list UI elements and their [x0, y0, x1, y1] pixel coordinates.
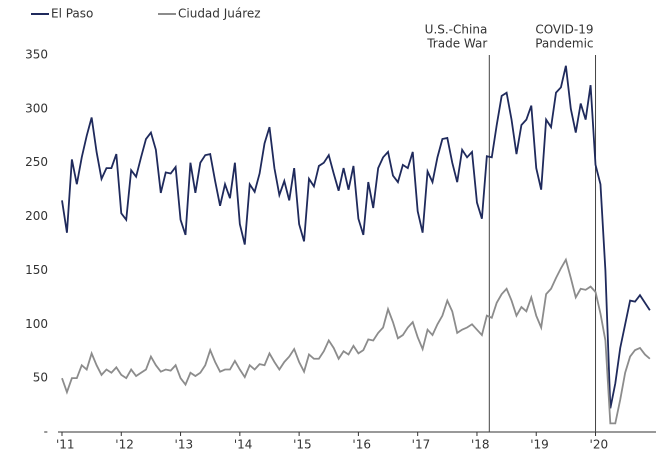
annotation-label: Pandemic [535, 37, 593, 51]
x-tick-label: '12 [115, 438, 134, 452]
x-tick-label: '13 [175, 438, 194, 452]
y-tick-label: 300 [25, 101, 48, 115]
annotation-label: U.S.-China [425, 23, 488, 37]
series-line [61, 257, 651, 425]
y-tick-label: - [44, 425, 48, 439]
x-tick-label: '20 [590, 438, 609, 452]
y-tick-label: 150 [25, 263, 48, 277]
x-tick-label: '17 [412, 438, 431, 452]
y-tick-label: 200 [25, 209, 48, 223]
x-tick-label: '15 [293, 438, 312, 452]
x-tick-label: '11 [56, 438, 75, 452]
x-tick-label: '16 [352, 438, 371, 452]
y-tick-label: 350 [25, 48, 48, 62]
series-line [61, 65, 651, 409]
legend-label: El Paso [51, 7, 93, 21]
x-tick-label: '14 [234, 438, 253, 452]
x-tick-label: '18 [471, 438, 490, 452]
legend-label: Ciudad Juárez [178, 7, 261, 21]
x-tick-label: '19 [530, 438, 549, 452]
y-tick-label: 100 [25, 317, 48, 331]
annotation-label: Trade War [426, 37, 487, 51]
y-tick-label: 50 [33, 371, 48, 385]
annotation-label: COVID-19 [535, 23, 593, 37]
y-tick-label: 250 [25, 155, 48, 169]
